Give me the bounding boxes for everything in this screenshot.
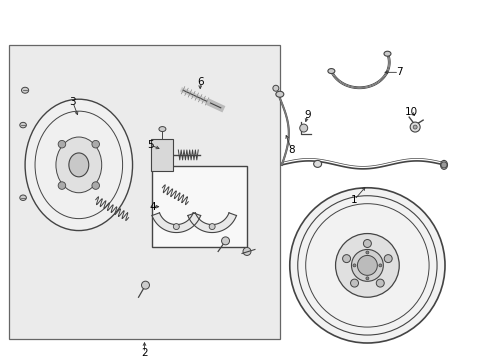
Circle shape — [221, 237, 229, 245]
Circle shape — [441, 162, 447, 168]
Text: 8: 8 — [289, 145, 295, 155]
Ellipse shape — [314, 161, 321, 167]
Text: 10: 10 — [405, 107, 418, 117]
Circle shape — [142, 281, 149, 289]
Circle shape — [353, 264, 356, 267]
Circle shape — [58, 140, 66, 148]
Circle shape — [336, 234, 399, 297]
Circle shape — [92, 182, 99, 189]
Circle shape — [290, 188, 445, 343]
Ellipse shape — [276, 91, 284, 97]
Circle shape — [413, 125, 417, 129]
Text: 2: 2 — [141, 348, 148, 358]
Circle shape — [384, 255, 392, 262]
Circle shape — [92, 140, 99, 148]
Ellipse shape — [273, 85, 279, 91]
Ellipse shape — [69, 153, 89, 177]
Text: 9: 9 — [304, 110, 311, 120]
Polygon shape — [152, 213, 200, 233]
Circle shape — [350, 279, 359, 287]
Circle shape — [351, 249, 383, 281]
Ellipse shape — [384, 51, 391, 56]
Text: 6: 6 — [197, 77, 203, 87]
Ellipse shape — [20, 195, 26, 201]
Ellipse shape — [328, 69, 335, 73]
Ellipse shape — [159, 127, 166, 131]
Bar — [152, 166, 247, 247]
Bar — [9, 45, 280, 339]
Text: 3: 3 — [70, 97, 76, 107]
Polygon shape — [188, 213, 237, 233]
Circle shape — [209, 224, 215, 230]
Text: 4: 4 — [149, 202, 156, 212]
Circle shape — [410, 122, 420, 132]
Circle shape — [364, 239, 371, 247]
Ellipse shape — [56, 137, 102, 193]
Circle shape — [357, 256, 377, 275]
Circle shape — [58, 182, 66, 189]
Text: 1: 1 — [351, 195, 358, 205]
Circle shape — [243, 247, 251, 256]
Ellipse shape — [25, 99, 133, 230]
Ellipse shape — [22, 87, 29, 93]
Ellipse shape — [20, 122, 26, 128]
Circle shape — [376, 279, 384, 287]
Ellipse shape — [441, 161, 447, 169]
Circle shape — [379, 264, 382, 267]
Circle shape — [300, 124, 308, 132]
Circle shape — [173, 224, 179, 230]
Circle shape — [343, 255, 350, 262]
Text: 5: 5 — [147, 140, 154, 150]
Text: 7: 7 — [396, 67, 403, 77]
Circle shape — [366, 251, 369, 254]
Circle shape — [366, 277, 369, 280]
Bar — [151, 139, 173, 171]
